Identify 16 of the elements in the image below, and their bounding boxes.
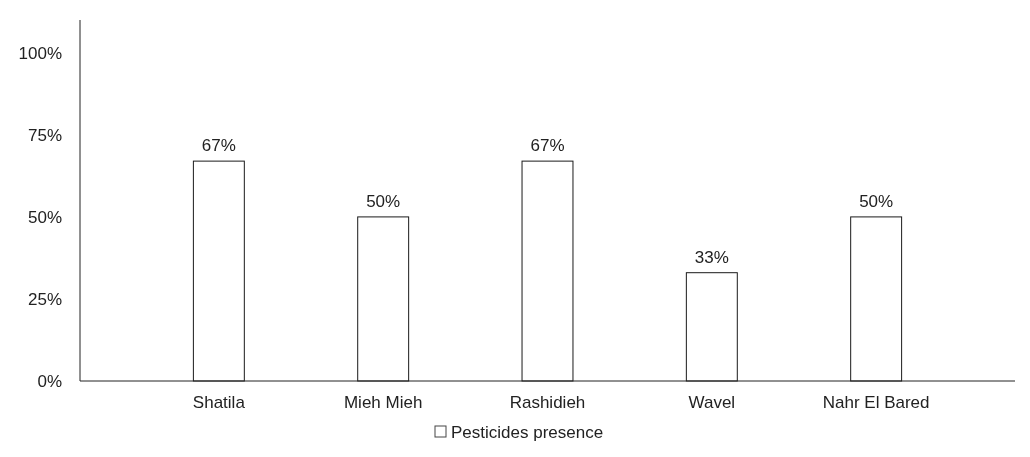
text: Pesticides presence (451, 422, 604, 442)
x-tick-label: Rashidieh (509, 393, 586, 412)
y-tick-label: 50% (27, 207, 62, 227)
data-label: 33% (694, 247, 729, 267)
x-tick-label: Shatila (192, 393, 246, 412)
x-tick-label: Nahr El Bared (822, 393, 930, 412)
data-label: 50% (366, 191, 401, 211)
y-tick-label: 25% (27, 289, 62, 309)
x-tick-label: Wavel (688, 393, 736, 412)
x-tick-label: Mieh Mieh (343, 393, 423, 412)
y-tick-label: 0% (37, 371, 62, 391)
y-tick-label: 100% (18, 43, 62, 63)
y-tick-label: 75% (27, 125, 62, 145)
data-label: 50% (859, 191, 894, 211)
data-label: 67% (530, 136, 565, 156)
data-label: 67% (201, 136, 236, 156)
